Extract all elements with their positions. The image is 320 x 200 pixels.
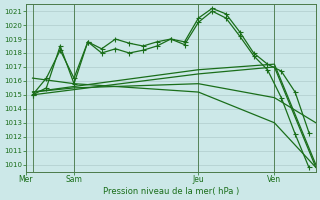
X-axis label: Pression niveau de la mer( hPa ): Pression niveau de la mer( hPa )	[103, 187, 239, 196]
